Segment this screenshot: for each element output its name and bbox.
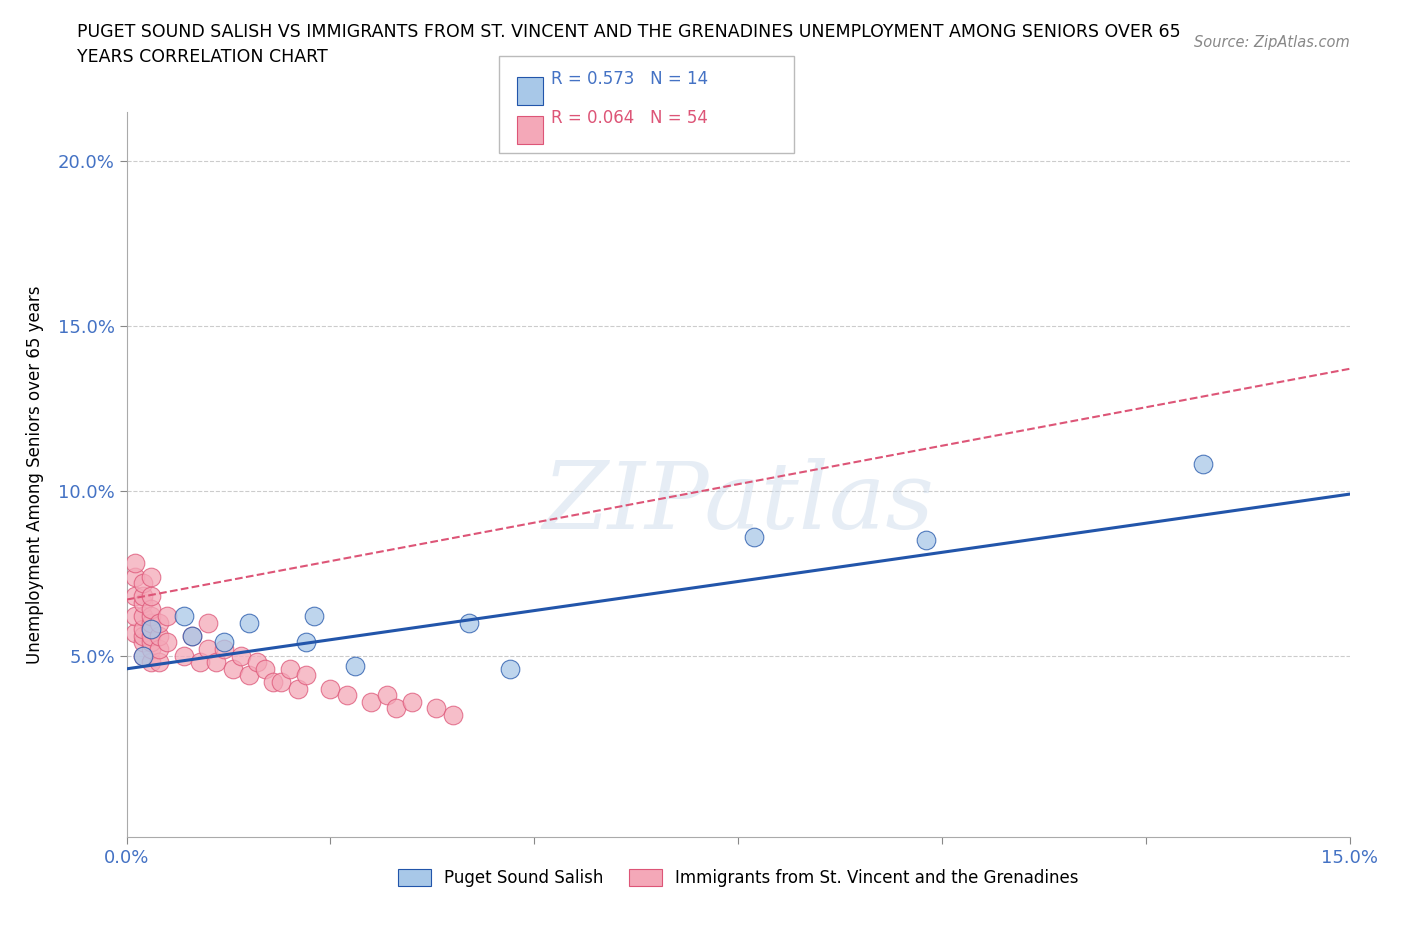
Point [132, 629, 155, 644]
Point [221, 661, 243, 676]
Point [132, 595, 155, 610]
Legend: Puget Sound Salish, Immigrants from St. Vincent and the Grenadines: Puget Sound Salish, Immigrants from St. … [391, 862, 1085, 894]
Point [270, 674, 292, 689]
Point [139, 608, 162, 623]
Text: Source: ZipAtlas.com: Source: ZipAtlas.com [1194, 35, 1350, 50]
Point [139, 622, 162, 637]
Point [229, 648, 252, 663]
Text: PUGET SOUND SALISH VS IMMIGRANTS FROM ST. VINCENT AND THE GRENADINES UNEMPLOYMEN: PUGET SOUND SALISH VS IMMIGRANTS FROM ST… [77, 23, 1181, 41]
Text: YEARS CORRELATION CHART: YEARS CORRELATION CHART [77, 48, 328, 66]
Point [124, 569, 146, 584]
Point [336, 688, 359, 703]
Point [295, 668, 318, 683]
Point [156, 635, 179, 650]
Point [148, 629, 170, 644]
Point [180, 629, 202, 644]
Point [205, 655, 228, 670]
Point [180, 629, 202, 644]
Point [238, 668, 260, 683]
Point [132, 589, 155, 604]
Point [139, 602, 162, 617]
Y-axis label: Unemployment Among Seniors over 65 years: Unemployment Among Seniors over 65 years [25, 286, 44, 663]
Point [124, 589, 146, 604]
Point [132, 622, 155, 637]
Text: R = 0.573   N = 14: R = 0.573 N = 14 [551, 70, 709, 87]
Point [197, 616, 219, 631]
Point [139, 655, 162, 670]
Text: R = 0.064   N = 54: R = 0.064 N = 54 [551, 109, 709, 126]
Point [246, 655, 269, 670]
Point [744, 529, 766, 544]
Point [278, 661, 301, 676]
Point [132, 648, 155, 663]
Point [458, 616, 481, 631]
Point [124, 556, 146, 571]
Point [287, 681, 309, 696]
Point [148, 642, 170, 657]
Point [139, 569, 162, 584]
Point [156, 608, 179, 623]
Point [188, 655, 211, 670]
Point [319, 681, 342, 696]
Point [139, 589, 162, 604]
Point [139, 629, 162, 644]
Point [214, 635, 236, 650]
Point [401, 695, 423, 710]
Point [384, 701, 406, 716]
Point [914, 533, 936, 548]
Point [197, 642, 219, 657]
Point [132, 635, 155, 650]
Point [254, 661, 277, 676]
Point [173, 608, 195, 623]
Point [148, 616, 170, 631]
Point [238, 616, 260, 631]
Point [173, 648, 195, 663]
Point [425, 701, 447, 716]
Point [139, 635, 162, 650]
Point [302, 608, 325, 623]
Point [1192, 457, 1215, 472]
Point [441, 708, 464, 723]
Point [139, 622, 162, 637]
Point [132, 608, 155, 623]
Point [343, 658, 366, 673]
Point [214, 642, 236, 657]
Point [132, 576, 155, 591]
Point [377, 688, 399, 703]
Point [499, 661, 522, 676]
Point [139, 616, 162, 631]
Point [295, 635, 318, 650]
Text: ZIPatlas: ZIPatlas [543, 458, 934, 549]
Point [124, 625, 146, 640]
Point [360, 695, 382, 710]
Point [148, 655, 170, 670]
Point [132, 648, 155, 663]
Point [262, 674, 284, 689]
Point [124, 608, 146, 623]
Point [139, 642, 162, 657]
